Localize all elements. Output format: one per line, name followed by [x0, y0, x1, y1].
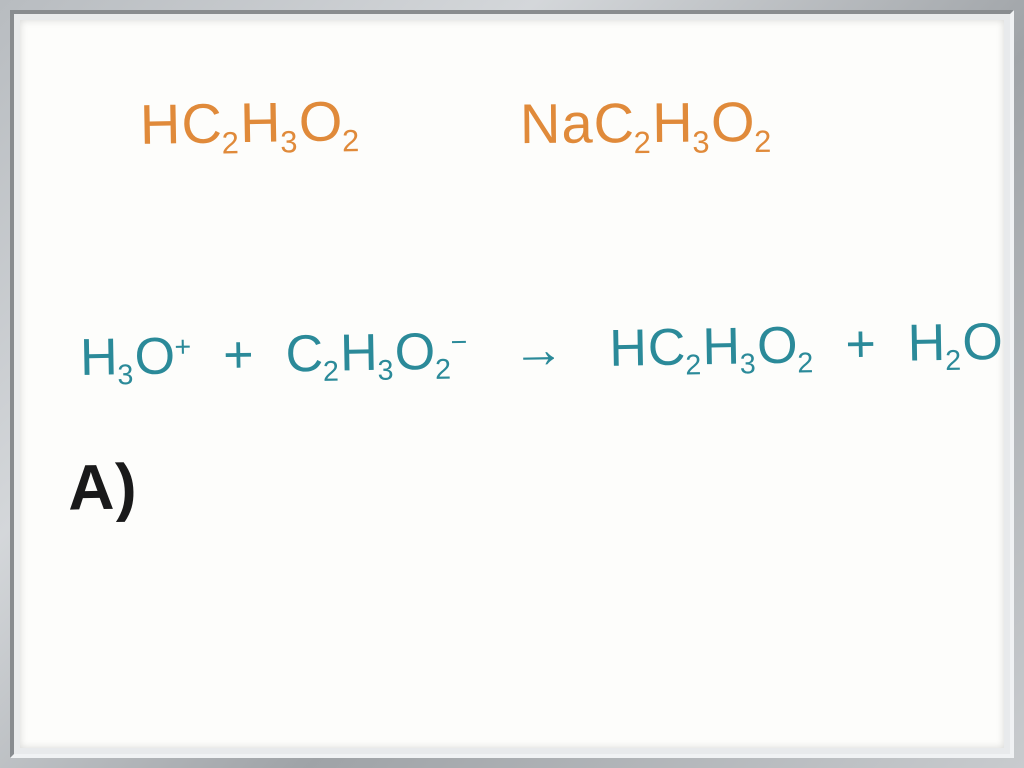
whiteboard-frame: HC2H3O2 NaC2H3O2 H3O+ + C2H3O2− → HC2H3O…: [0, 0, 1024, 768]
answer-label-a: A): [67, 449, 138, 524]
reaction-equation: H3O+ + C2H3O2− → HC2H3O2 + H2O: [80, 312, 1005, 393]
whiteboard-surface: HC2H3O2 NaC2H3O2 H3O+ + C2H3O2− → HC2H3O…: [20, 20, 1004, 748]
formula-acetic-acid: HC2H3O2: [139, 88, 361, 163]
formula-sodium-acetate: NaC2H3O2: [520, 89, 773, 162]
whiteboard-frame-inner: HC2H3O2 NaC2H3O2 H3O+ + C2H3O2− → HC2H3O…: [10, 10, 1014, 758]
